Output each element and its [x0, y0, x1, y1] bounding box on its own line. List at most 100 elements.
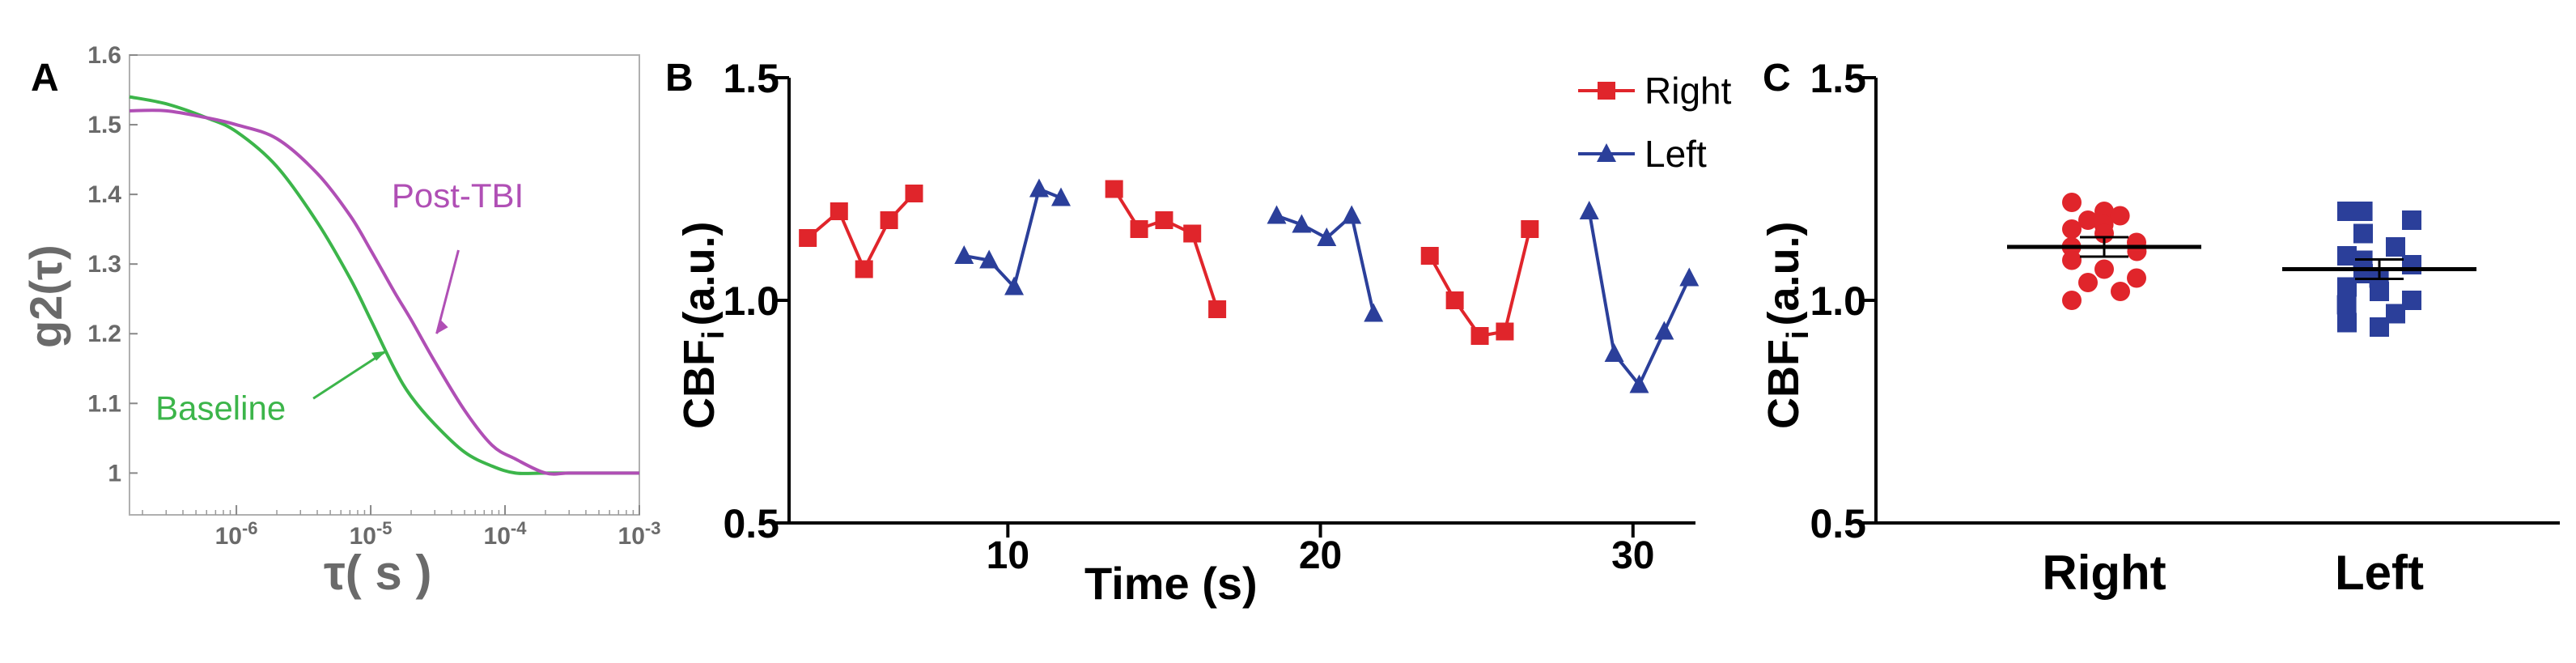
- panel-c-point-right: [2127, 268, 2146, 288]
- panel-b-point-right: [1105, 180, 1123, 198]
- panel-a-xtick-base: 10: [484, 523, 511, 550]
- panel-b-point-left: [1004, 276, 1025, 295]
- panel-a-ytick-label: 1.2: [87, 321, 121, 347]
- panel-b-point-right: [799, 229, 817, 247]
- panel-b-point-left: [1292, 214, 1312, 233]
- panel-a-annotation-arrow-baseline: [312, 350, 387, 400]
- panel-a-xtick-exp: -6: [242, 518, 258, 538]
- panel-b-line-right: [1428, 228, 1532, 338]
- panel-a-plot: 11.11.21.31.41.51.610-6 10-5 10-4 10-3Post-…: [87, 42, 660, 550]
- panel-b-ytick-label: 1.0: [723, 278, 779, 324]
- panel-b-xtick-label: 10: [987, 534, 1029, 577]
- panel-a-xtick-label: 10-3: [618, 518, 661, 550]
- panel-b-point-right: [1496, 322, 1514, 341]
- panel-b-point-left: [1267, 205, 1287, 224]
- panel-c-ylabel: CBFi (a.u.): [1759, 221, 1815, 429]
- panel-b-point-left: [1342, 205, 1362, 224]
- panel-a-ytick-label: 1.4: [87, 181, 121, 208]
- panel-a-ylabel: g2(τ): [20, 244, 71, 348]
- panel-c-ylabel-tail: (a.u.): [1759, 221, 1808, 325]
- panel-a-ytick-label: 1.1: [87, 390, 121, 417]
- panel-a-arrowhead-post-tbi: [436, 319, 448, 334]
- panel-a-xtick-base: 10: [215, 523, 242, 550]
- panel-b-ylabel: CBFi (a.u.): [675, 221, 731, 429]
- panel-c-point-right: [2111, 282, 2130, 301]
- panel-b-point-left: [1579, 201, 1599, 219]
- panel-label-c: C: [1763, 57, 1791, 100]
- panel-c-point-right: [2062, 219, 2082, 239]
- panel-b-point-right: [855, 260, 873, 278]
- panel-b-ylabel-main: CBF: [675, 339, 724, 429]
- panel-c-point-right: [2062, 250, 2082, 270]
- panel-b-point-right: [1445, 291, 1464, 309]
- panel-a-xtick-exp: -4: [511, 518, 527, 538]
- panel-c-point-left: [2336, 295, 2357, 315]
- panel-b-ylabel-tail: (a.u.): [675, 221, 724, 325]
- panel-b-legend-label-left: Left: [1644, 133, 1707, 175]
- panel-a-ytick-label: 1.5: [87, 112, 121, 138]
- panel-a-series-line-baseline: [129, 95, 639, 475]
- panel-a-xtick-base: 10: [350, 523, 376, 550]
- panel-b-line-right: [1112, 188, 1220, 310]
- panel-b-point-left: [1679, 267, 1700, 287]
- panel-b-point-left: [1654, 321, 1674, 340]
- panel-c-ytick-label: 0.5: [1810, 501, 1866, 546]
- panel-c-point-left: [2337, 312, 2357, 333]
- panel-b-line-left: [1275, 212, 1376, 314]
- panel-b-line-left: [1587, 210, 1691, 389]
- panel-b-point-right: [830, 202, 848, 220]
- panel-c-point-right: [2078, 273, 2098, 292]
- panel-b-point-left: [1604, 343, 1624, 362]
- panel-c-ylabel-sub: i: [1781, 330, 1815, 339]
- panel-c-point-right: [2062, 291, 2082, 310]
- panel-c-category-label-left: Left: [2335, 546, 2424, 600]
- panel-b-point-right: [1155, 211, 1173, 229]
- panel-b-point-right: [1420, 247, 1439, 265]
- panel-a-xtick-exp: -3: [645, 518, 661, 538]
- panel-b-legend-marker-right: [1598, 82, 1615, 100]
- panel-b-ytick-label: 0.5: [723, 501, 779, 546]
- panel-c-category-label-right: Right: [2042, 546, 2166, 600]
- panel-b-line-right: [806, 192, 915, 274]
- panel-c-point-right: [2110, 206, 2130, 226]
- panel-b-point-left: [1029, 178, 1049, 198]
- panel-b-point-left: [1317, 227, 1337, 246]
- panel-b-point-right: [1521, 220, 1539, 238]
- panel-b-point-right: [1208, 300, 1227, 318]
- panel-label-b: B: [665, 57, 694, 100]
- panel-a-xtick-label: 10-4: [484, 518, 528, 550]
- panel-b-xtick-label: 20: [1299, 534, 1342, 577]
- panel-c-point-left: [2402, 210, 2421, 230]
- panel-a-ylabel-text: g2(τ): [20, 244, 71, 348]
- panel-c-point-left: [2402, 255, 2421, 274]
- panel-b-ytick-label: 1.5: [723, 56, 779, 101]
- panel-b-point-left: [1629, 374, 1649, 393]
- panel-c-point-right: [2094, 259, 2114, 279]
- panel-b-legend-label-right: Right: [1644, 70, 1732, 112]
- panel-c-ytick-label: 1.5: [1810, 56, 1866, 101]
- panel-b-xtick-label: 30: [1611, 534, 1654, 577]
- panel-b-point-right: [880, 211, 898, 229]
- panel-label-a: A: [31, 57, 59, 100]
- panel-c-ytick-label: 1.0: [1810, 278, 1866, 324]
- panel-c-point-left: [2337, 277, 2357, 297]
- panel-c-point-right: [2062, 193, 2082, 212]
- panel-a-annotation-baseline: Baseline: [155, 389, 286, 427]
- panel-b-point-left: [979, 249, 999, 269]
- panel-a-xtick-base: 10: [618, 523, 645, 550]
- panel-a-series-line-post-tbi: [129, 108, 639, 476]
- panel-b-plot: 0.5 1.0 1.5 10 20 30 Right Left: [723, 56, 1731, 577]
- panel-c-ylabel-main: CBF: [1759, 339, 1808, 429]
- panel-c-point-left: [2353, 223, 2373, 244]
- panel-b-point-right: [1470, 327, 1489, 345]
- panel-b-point-left: [1051, 187, 1071, 206]
- panel-c-point-right: [2078, 210, 2098, 230]
- panel-b-point-right: [905, 185, 923, 202]
- panel-b-point-right: [1183, 224, 1202, 243]
- panel-c-point-right: [2127, 241, 2147, 261]
- panel-c-point-left: [2353, 202, 2373, 221]
- panel-a-xtick-label: 10-5: [350, 518, 393, 550]
- panel-c-point-left: [2386, 237, 2405, 257]
- panel-a-ytick-label: 1.3: [87, 251, 121, 278]
